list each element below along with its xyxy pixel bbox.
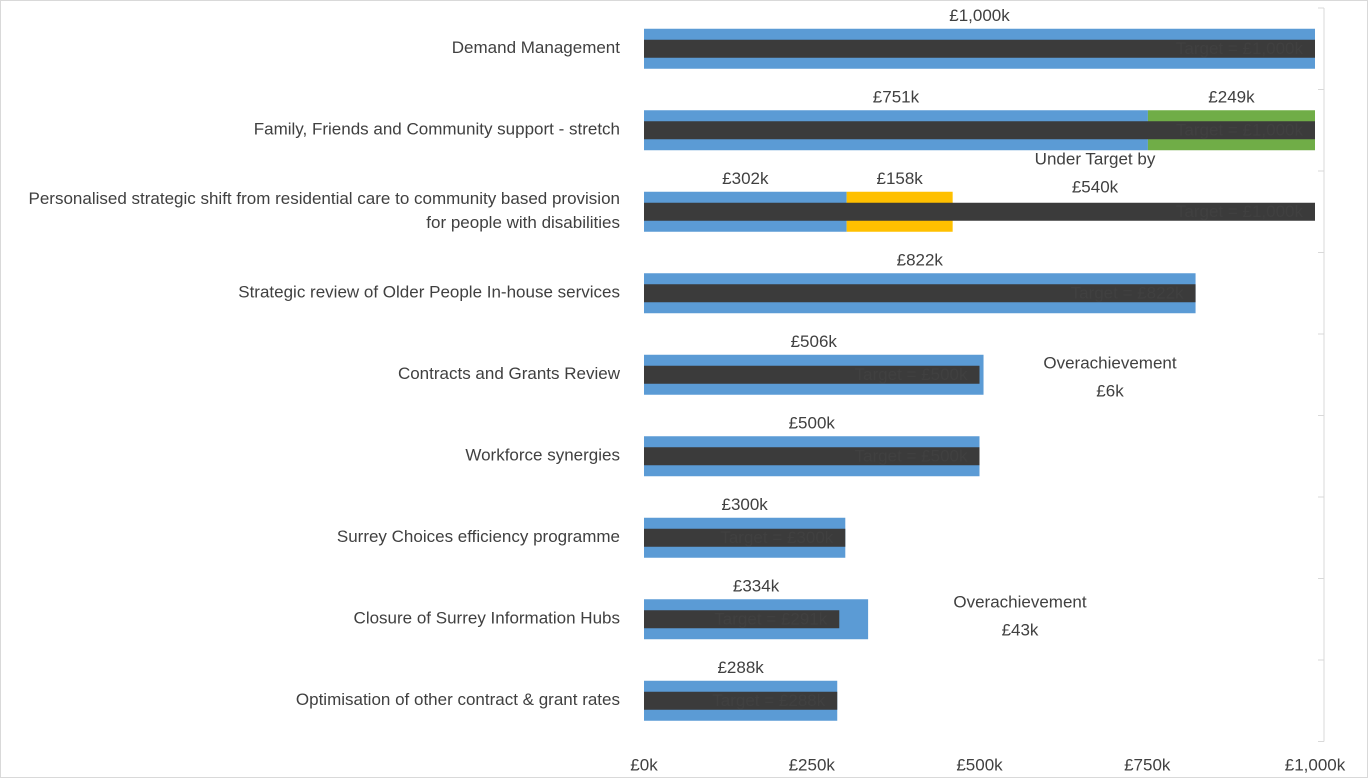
data-label: £506k bbox=[791, 332, 838, 351]
x-tick-label: £250k bbox=[789, 755, 836, 774]
target-label: Target = £300k bbox=[720, 528, 833, 547]
data-label: £158k bbox=[876, 169, 923, 188]
x-tick-label: £0k bbox=[630, 755, 658, 774]
category-label: Contracts and Grants Review bbox=[398, 364, 621, 383]
category-line: Personalised strategic shift from reside… bbox=[29, 189, 621, 208]
category-label: Optimisation of other contract & grant r… bbox=[296, 690, 620, 709]
x-tick-label: £500k bbox=[956, 755, 1003, 774]
category-label: Closure of Surrey Information Hubs bbox=[354, 609, 620, 628]
category-label: Demand Management bbox=[452, 38, 620, 57]
data-label: £288k bbox=[717, 658, 764, 677]
annotation: Under Target by bbox=[1035, 149, 1156, 168]
target-bar bbox=[644, 447, 980, 466]
target-label: Target = £288k bbox=[712, 691, 825, 710]
data-label: £249k bbox=[1208, 88, 1255, 107]
x-tick-label: £750k bbox=[1124, 755, 1171, 774]
target-label: Target = £822k bbox=[1071, 284, 1184, 303]
annotation: £6k bbox=[1096, 381, 1124, 400]
target-label: Target = £1,000k bbox=[1176, 202, 1304, 221]
category-label: Family, Friends and Community support - … bbox=[254, 120, 620, 139]
annotation: £540k bbox=[1072, 177, 1119, 196]
data-label: £751k bbox=[873, 88, 920, 107]
target-label: Target = £500k bbox=[855, 365, 968, 384]
target-bar bbox=[644, 39, 1315, 58]
category-label: Workforce synergies bbox=[465, 446, 620, 465]
data-label: £300k bbox=[721, 495, 768, 514]
data-label: £302k bbox=[722, 169, 769, 188]
data-label: £500k bbox=[789, 414, 836, 433]
target-label: Target = £1,000k bbox=[1176, 121, 1304, 140]
target-label: Target = £1,000k bbox=[1176, 39, 1304, 58]
target-bar bbox=[644, 365, 980, 384]
target-bar bbox=[644, 202, 1315, 221]
target-bar bbox=[644, 284, 1196, 303]
data-label: £1,000k bbox=[949, 6, 1010, 25]
annotation: Overachievement bbox=[953, 592, 1087, 611]
category-label: Strategic review of Older People In-hous… bbox=[238, 283, 620, 302]
target-label: Target = £291k bbox=[714, 610, 827, 629]
x-tick-label: £1,000k bbox=[1285, 755, 1346, 774]
target-label: Target = £500k bbox=[855, 447, 968, 466]
category-line: for people with disabilities bbox=[426, 213, 620, 232]
annotation: Overachievement bbox=[1043, 353, 1177, 372]
target-bar bbox=[644, 610, 840, 629]
target-bar bbox=[644, 121, 1315, 140]
category-label: Surrey Choices efficiency programme bbox=[337, 527, 620, 546]
data-label: £822k bbox=[897, 251, 944, 270]
target-bar bbox=[644, 691, 838, 710]
data-label: £334k bbox=[733, 577, 780, 596]
target-bar bbox=[644, 528, 846, 547]
annotation: £43k bbox=[1002, 620, 1039, 639]
category-label: Personalised strategic shift from reside… bbox=[29, 189, 621, 232]
